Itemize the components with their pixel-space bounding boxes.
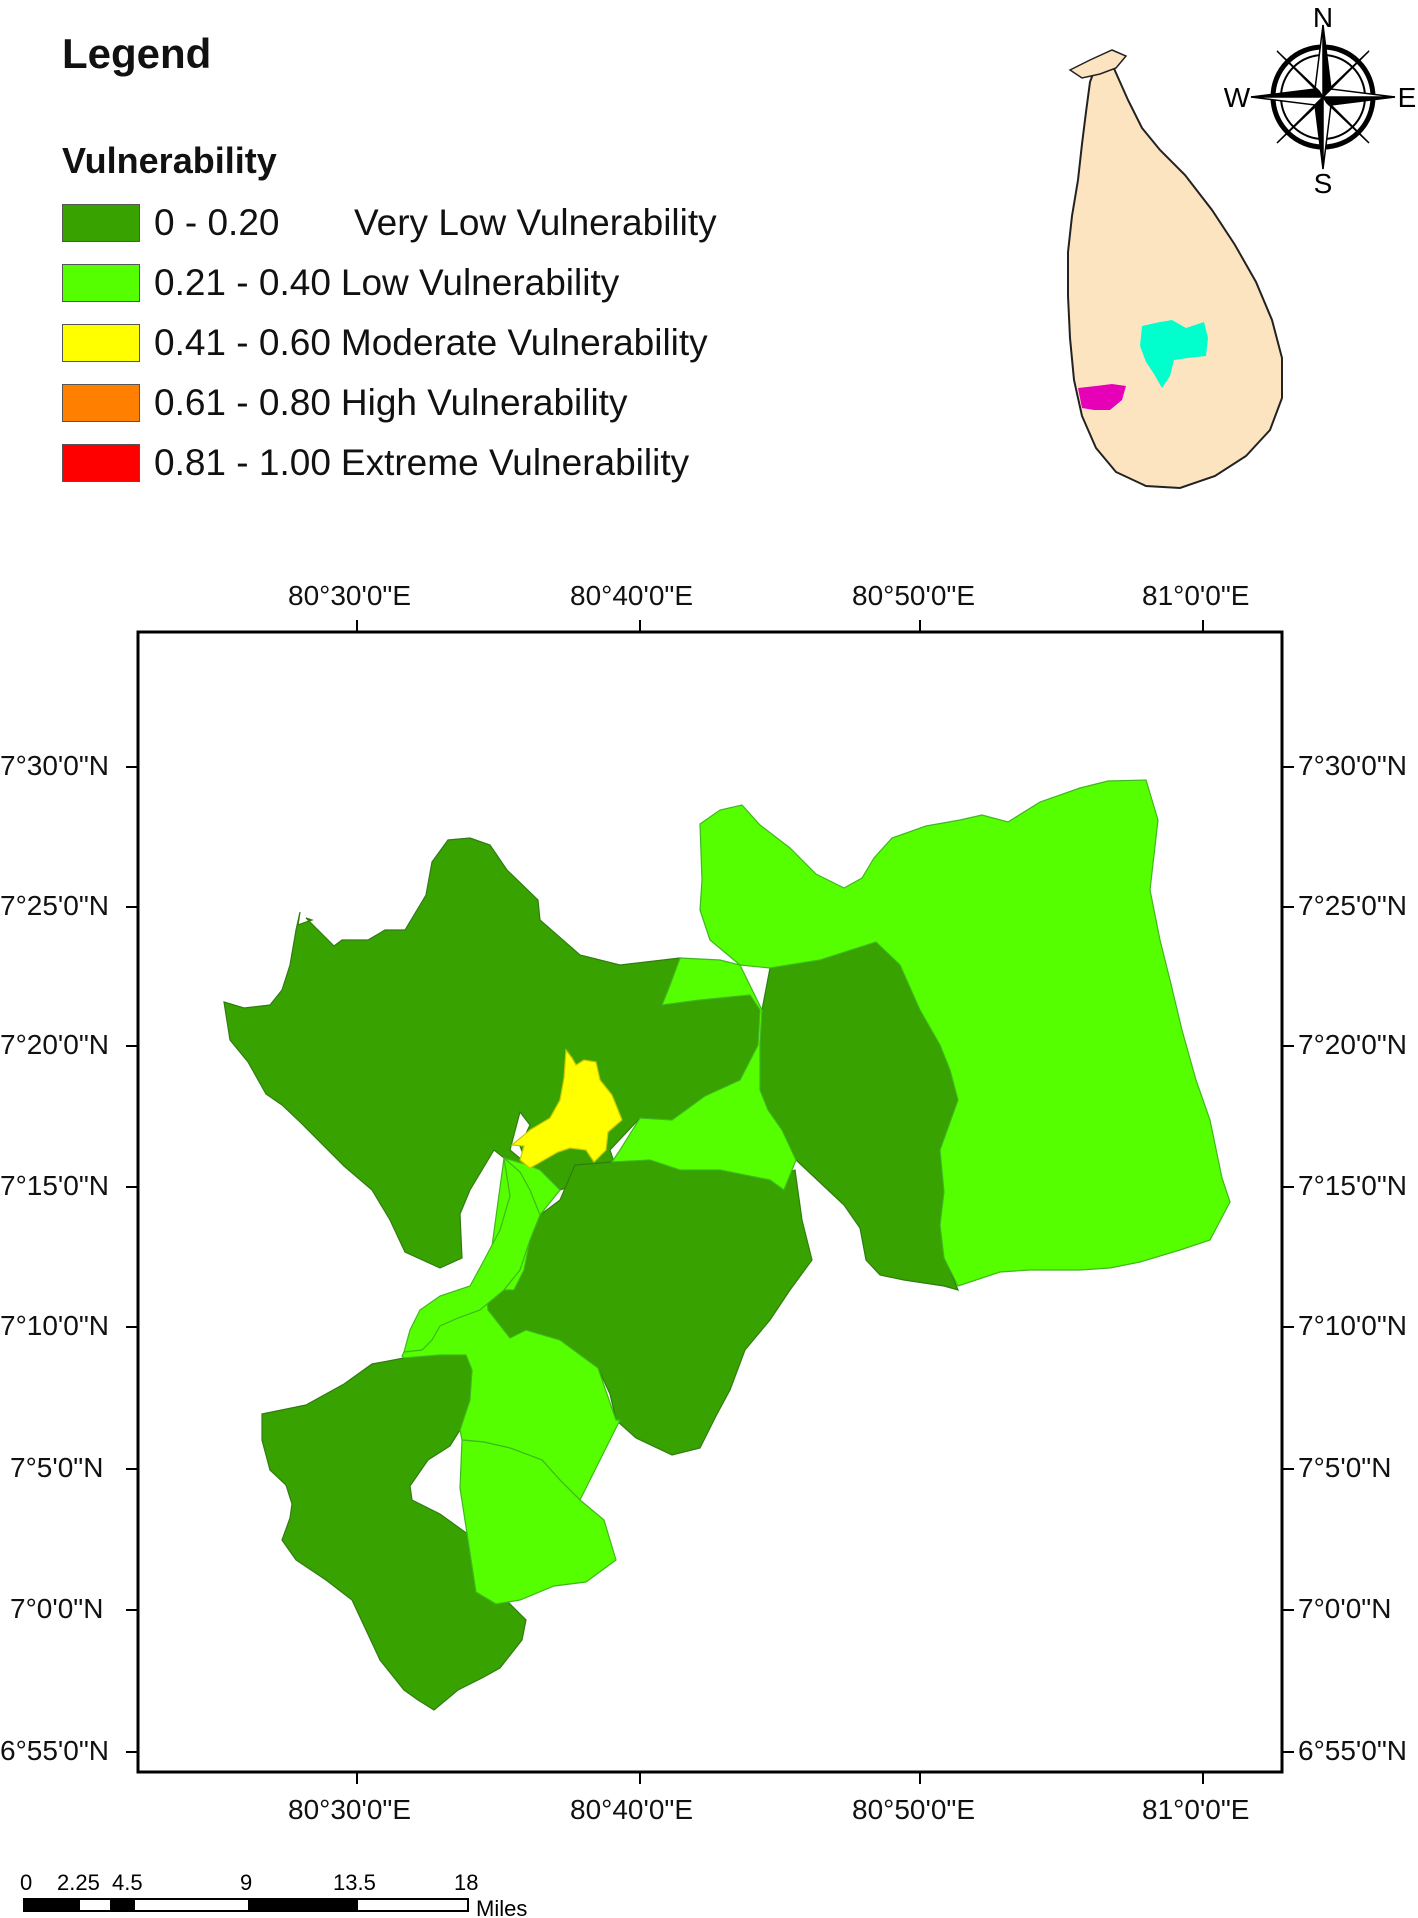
bottom-axis-label: 80°40'0"E <box>570 1794 694 1825</box>
legend-item-high: 0.61 - 0.80 High Vulnerability <box>62 381 627 425</box>
right-axis-label: 7°0'0"N <box>1298 1593 1392 1624</box>
compass-w: W <box>1224 82 1251 113</box>
left-axis-label: 7°20'0"N <box>0 1029 109 1060</box>
top-axis-label: 81°0'0"E <box>1142 580 1250 611</box>
region-center-south-strip <box>401 1157 621 1502</box>
right-axis-label: 7°10'0"N <box>1298 1310 1407 1341</box>
compass-s: S <box>1314 168 1333 195</box>
low-regions <box>401 779 1231 1605</box>
legend-swatch <box>62 444 140 482</box>
region-northeast-block <box>699 779 1231 1287</box>
top-axis-label: 80°50'0"E <box>852 580 976 611</box>
legend-item-moderate: 0.41 - 0.60 Moderate Vulnerability <box>62 321 708 365</box>
legend-label: Extreme Vulnerability <box>340 442 690 483</box>
legend-swatch <box>62 264 140 302</box>
legend-label: Low Vulnerability <box>340 262 620 303</box>
scale-tick-label: 2.25 <box>57 1870 100 1895</box>
region-south-center <box>459 1439 617 1605</box>
legend-range: 0.21 - 0.40 <box>154 262 331 303</box>
left-axis-label: 7°10'0"N <box>0 1310 109 1341</box>
legend-range: 0.81 - 1.00 <box>154 442 331 483</box>
bottom-axis-label: 81°0'0"E <box>1142 1794 1250 1825</box>
legend-item-extreme: 0.81 - 1.00 Extreme Vulnerability <box>62 441 689 485</box>
left-axis-label: 7°0'0"N <box>10 1593 104 1624</box>
inset-map <box>1067 49 1283 490</box>
compass-n: N <box>1313 5 1333 33</box>
legend-swatch <box>62 324 140 362</box>
region-moderate <box>510 1048 623 1169</box>
legend-swatch <box>62 204 140 242</box>
scale-tick-label: 13.5 <box>333 1870 376 1895</box>
inset-highlight-secondary-area <box>1078 384 1126 410</box>
bottom-axis-label: 80°50'0"E <box>852 1794 976 1825</box>
legend-item-low: 0.21 - 0.40 Low Vulnerability <box>62 261 619 305</box>
legend-label: Very Low Vulnerability <box>354 202 717 243</box>
inset-north-islet <box>1068 49 1128 79</box>
right-axis-label: 7°5'0"N <box>1298 1452 1392 1483</box>
legend-title: Legend <box>62 30 212 77</box>
compass-rose: N S W E <box>1224 5 1415 195</box>
left-axis-label: 7°15'0"N <box>0 1170 109 1201</box>
left-axis-label: 7°5'0"N <box>10 1452 104 1483</box>
legend-range: 0.41 - 0.60 <box>154 322 331 363</box>
scale-tick-label: 0 <box>20 1870 32 1895</box>
region-center-east-strip <box>610 957 797 1191</box>
top-axis-label: 80°40'0"E <box>570 580 694 611</box>
map-ticks <box>126 620 1294 1784</box>
right-axis-label: 7°30'0"N <box>1298 750 1407 781</box>
legend-item-very-low: 0 - 0.20 Very Low Vulnerability <box>62 201 717 245</box>
left-axis-label: 7°30'0"N <box>0 750 109 781</box>
left-axis-label: 7°25'0"N <box>0 890 109 921</box>
bottom-axis-label: 80°30'0"E <box>288 1794 412 1825</box>
legend-subtitle: Vulnerability <box>62 140 277 181</box>
right-axis-label: 7°25'0"N <box>1298 890 1407 921</box>
right-axis-label: 7°15'0"N <box>1298 1170 1407 1201</box>
left-axis-label: 6°55'0"N <box>0 1735 109 1766</box>
legend-range: 0.61 - 0.80 <box>154 382 331 423</box>
legend-label: Moderate Vulnerability <box>340 322 708 363</box>
legend-range: 0 - 0.20 <box>154 202 280 243</box>
scale-tick-label: 4.5 <box>112 1870 143 1895</box>
scale-tick-label: 18 <box>454 1870 478 1895</box>
very-low-regions <box>223 837 960 1711</box>
scale-bar: 0 2.25 4.5 9 13.5 18 Miles <box>20 1870 527 1918</box>
right-axis-label: 7°20'0"N <box>1298 1029 1407 1060</box>
top-axis-label: 80°30'0"E <box>288 580 412 611</box>
scale-tick-label: 9 <box>240 1870 252 1895</box>
right-axis-label: 6°55'0"N <box>1298 1735 1407 1766</box>
compass-e: E <box>1398 82 1415 113</box>
region-west-strip <box>403 1156 541 1353</box>
inset-highlight-study-area <box>1140 320 1208 388</box>
legend-swatch <box>62 384 140 422</box>
legend-label: High Vulnerability <box>340 382 628 423</box>
scale-unit: Miles <box>476 1896 527 1918</box>
inset-island <box>1067 58 1283 490</box>
